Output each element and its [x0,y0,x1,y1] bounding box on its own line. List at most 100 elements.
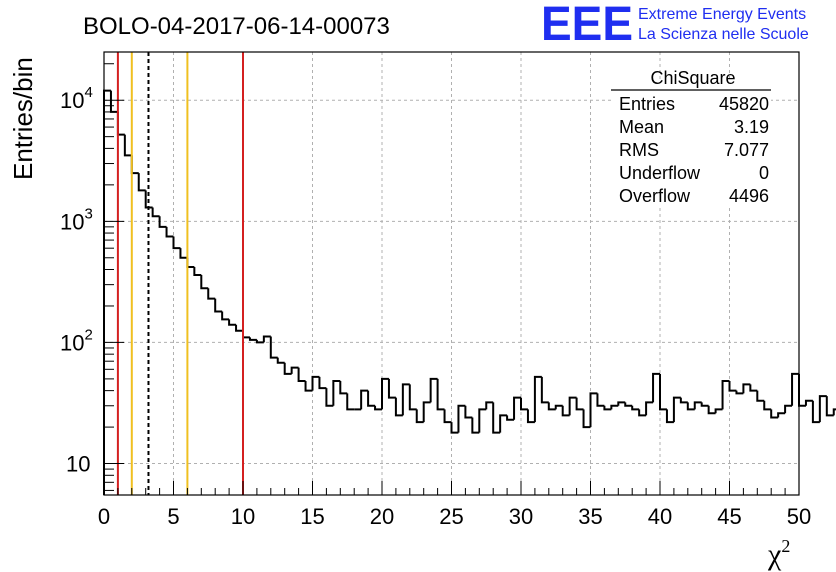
logo-line-1: Extreme Energy Events [638,6,806,23]
histogram-bin [325,388,334,407]
histogram-bin [659,373,667,411]
stats-row-value: 7.077 [724,140,769,160]
histogram-bin [804,399,813,406]
stats-box: ChiSquare Entries 45820 Mean 3.19 RMS 7.077 Un… [611,68,771,208]
axis-ticks [103,63,800,495]
y-tick-exponent: 3 [84,205,92,222]
histogram-bin [123,134,132,157]
x-tick-labels: 0 5 10 15 20 25 30 35 40 45 50 [98,504,811,529]
histogram-bin [318,376,327,390]
histogram-bin [283,362,292,375]
stats-row-value: 0 [759,163,769,183]
histogram-bin [214,298,223,313]
histogram-bin [255,339,264,344]
x-tick-label: 0 [98,504,110,529]
histogram-bin [506,415,515,421]
histogram-bin [374,405,382,411]
histogram-bin [652,372,660,403]
histogram-bin [784,404,793,414]
histogram-bin [346,393,355,411]
stats-row-value: 4496 [729,186,769,206]
histogram-bin [575,397,584,411]
histogram-bin [248,337,257,341]
histogram-bin [561,405,570,417]
stats-row-value: 3.19 [734,117,769,137]
x-tick-label: 40 [648,504,672,529]
histogram-bin [193,266,202,277]
y-tick-base: 10 [60,330,84,355]
histogram-bin [332,380,341,406]
histogram-bin [589,392,598,428]
y-tick-label: 103 [60,205,93,234]
x-axis-label-base: χ [767,538,782,571]
histogram-bin [429,377,438,403]
stats-title: ChiSquare [650,68,735,88]
y-axis-label: Entries/bin [8,57,38,180]
histogram-bin [457,404,466,433]
histogram-bin [137,173,146,192]
histogram-bin [262,335,271,343]
histogram-bin [130,155,139,175]
histogram-bin [179,248,188,259]
histogram-bin [610,404,619,410]
y-tick-label: 10 [66,452,90,477]
histogram-bin [533,375,542,423]
histogram-bin [339,381,348,395]
histogram-bin [186,257,195,268]
histogram-bin [242,330,250,339]
x-tick-label: 5 [167,504,179,529]
x-tick-label: 50 [787,504,811,529]
histogram-bin [777,412,786,418]
histogram-bin [235,324,243,332]
histogram-bin [617,401,626,406]
histogram-bin [408,384,417,411]
x-tick-label: 30 [509,504,533,529]
histogram-bin [172,236,181,250]
histogram-bin [276,357,285,364]
histogram-bin [464,405,473,419]
histogram-bin [165,226,174,238]
histogram-bin [290,366,299,374]
histogram-bin [665,409,674,424]
histogram-bin [478,408,487,433]
x-axis-label-exponent: 2 [781,536,790,556]
x-tick-label: 10 [231,504,255,529]
histogram-bin [207,288,216,300]
y-tick-base: 10 [60,88,84,113]
histogram-bin [471,417,480,434]
histogram-bin [770,409,779,419]
stats-row-label: Underflow [619,163,701,183]
histogram-bin [568,396,577,416]
y-tick-base: 10 [60,209,84,234]
stats-row-label: Overflow [619,186,691,206]
histogram-bin [742,383,751,394]
histogram-bin [791,372,799,406]
histogram-bin [436,378,445,411]
histogram-bin [103,89,111,495]
histogram-bin [228,319,237,326]
histogram-bin [631,405,640,411]
histogram-bin [735,390,744,395]
histogram-bin [269,336,278,359]
histogram-bin [311,375,320,391]
histogram-bin [443,409,452,424]
stats-box-background [611,80,771,208]
histogram-bin [686,402,695,411]
histogram-bin [387,378,396,399]
histogram-bin [554,404,563,410]
histogram-bin [394,397,403,417]
x-axis-label: χ2 [767,536,790,571]
histogram-bin [818,395,827,423]
histogram-bin [492,402,501,434]
histogram-bin [221,311,230,321]
histogram-bin [513,396,521,420]
histogram-bin [603,405,612,411]
histogram-bin [450,422,459,434]
stats-row-label: RMS [619,140,659,160]
histogram-bin [297,367,306,383]
histogram-bin [749,384,758,392]
histogram-bin [422,401,431,423]
stats-row-label: Mean [619,117,664,137]
